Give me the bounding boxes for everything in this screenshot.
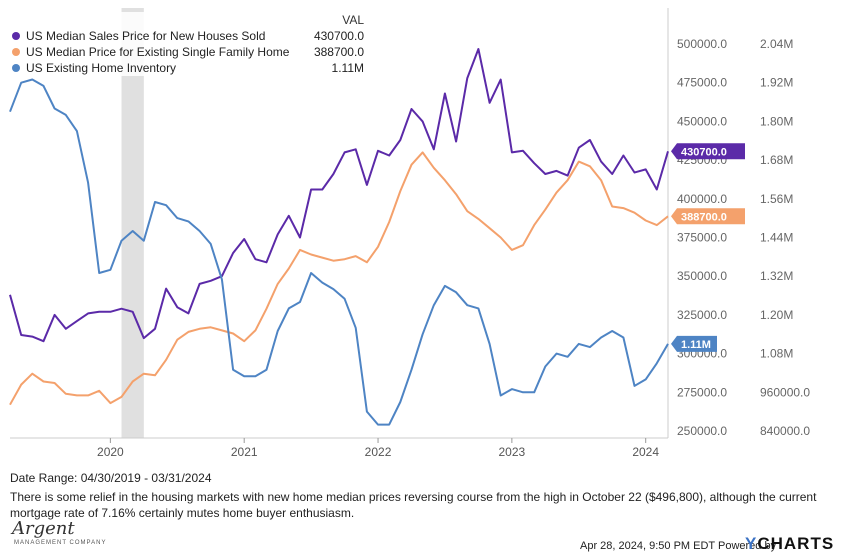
left-axis-tick-label: 375000.0 xyxy=(677,231,727,245)
timestamp: Apr 28, 2024, 9:50 PM EDT Powered by xyxy=(580,540,777,552)
legend-dot xyxy=(12,32,20,40)
recession-shade xyxy=(121,8,144,438)
left-axis-tick-label: 275000.0 xyxy=(677,385,727,399)
left-axis-tick-label: 475000.0 xyxy=(677,76,727,90)
ycharts-logo: YCHARTS xyxy=(745,534,834,554)
legend-value: 430700.0 xyxy=(313,29,364,43)
right-axis-ticks: 2.04M 1.92M 1.80M 1.68M 1.56M 1.44M 1.32M 1.20M… xyxy=(760,37,810,438)
right-axis-tick-label: 1.44M xyxy=(760,231,793,245)
x-tick-label: 2024 xyxy=(632,445,659,459)
right-axis-tick-label: 2.04M xyxy=(760,37,793,51)
legend-entry-existing-price: US Median Price for Existing Single Fami… xyxy=(8,44,368,60)
argent-logo: Argent xyxy=(12,518,75,539)
legend: VAL US Median Sales Price for New Houses… xyxy=(8,12,368,76)
left-axis-tick-label: 500000.0 xyxy=(677,37,727,51)
left-axis-tick-label: 450000.0 xyxy=(677,114,727,128)
chart: 2020 2021 2022 2023 2024 500000.0 475000.0 450… xyxy=(9,8,810,459)
right-axis-tick-label: 1.68M xyxy=(760,153,793,167)
legend-entry-inventory: US Existing Home Inventory 1.11M xyxy=(8,60,368,76)
series-line-inventory xyxy=(9,78,669,426)
left-axis-tick-label: 350000.0 xyxy=(677,269,727,283)
chart-note: There is some relief in the housing mark… xyxy=(10,490,817,520)
x-tick-label: 2022 xyxy=(365,445,392,459)
x-tick-label: 2021 xyxy=(231,445,258,459)
end-label-tag xyxy=(671,335,717,352)
series-lines xyxy=(9,48,669,426)
legend-label: US Median Sales Price for New Houses Sol… xyxy=(26,29,266,43)
right-axis-tick-label: 1.32M xyxy=(760,269,793,283)
gridlines xyxy=(10,8,669,439)
legend-header: VAL xyxy=(342,13,364,27)
legend-dot xyxy=(12,48,20,56)
right-axis-tick-label: 1.08M xyxy=(760,347,793,361)
ycharts-logo-rest: CHARTS xyxy=(757,534,835,553)
legend-entry-new-houses: US Median Sales Price for New Houses Sol… xyxy=(8,28,368,44)
left-axis-ticks: 500000.0475000.0450000.0425000.0400000.0… xyxy=(677,37,727,438)
right-axis-tick-label: 1.20M xyxy=(760,308,793,322)
legend-dot xyxy=(12,64,20,72)
right-axis-tick-label: 960000.0 xyxy=(760,385,810,399)
right-axis-tick-label: 1.92M xyxy=(760,76,793,90)
plot-background xyxy=(10,8,668,438)
right-axis-tick-label: 840000.0 xyxy=(760,424,810,438)
right-axis-tick-label: 1.56M xyxy=(760,192,793,206)
legend-value: 388700.0 xyxy=(313,45,364,59)
date-range: Date Range: 04/30/2019 - 03/31/2024 xyxy=(10,471,212,485)
ycharts-logo-y: Y xyxy=(745,534,758,553)
left-axis-tick-label: 250000.0 xyxy=(677,424,727,438)
legend-label: US Median Price for Existing Single Fami… xyxy=(26,45,290,59)
x-axis-ticks: 2020 2021 2022 2023 2024 xyxy=(97,438,659,459)
series-line-new-houses xyxy=(9,48,669,343)
right-axis-tick-label: 1.80M xyxy=(760,114,793,128)
series-line-existing-price xyxy=(9,151,669,406)
end-label-tag xyxy=(671,208,745,225)
x-tick-label: 2023 xyxy=(499,445,526,459)
end-label-existing-price: 388700.0 xyxy=(681,211,727,223)
argent-logo-tagline: MANAGEMENT COMPANY xyxy=(14,540,107,546)
end-label-tag xyxy=(671,143,745,160)
legend-label: US Existing Home Inventory xyxy=(26,61,177,75)
x-tick-label: 2020 xyxy=(97,445,124,459)
left-axis-tick-label: 400000.0 xyxy=(677,192,727,206)
end-label-new-houses: 430700.0 xyxy=(681,146,727,158)
legend-value: 1.11M xyxy=(331,61,364,75)
end-labels: 430700.0 388700.0 1.11M xyxy=(671,143,745,352)
end-label-inventory: 1.11M xyxy=(681,339,711,351)
left-axis-tick-label: 325000.0 xyxy=(677,308,727,322)
